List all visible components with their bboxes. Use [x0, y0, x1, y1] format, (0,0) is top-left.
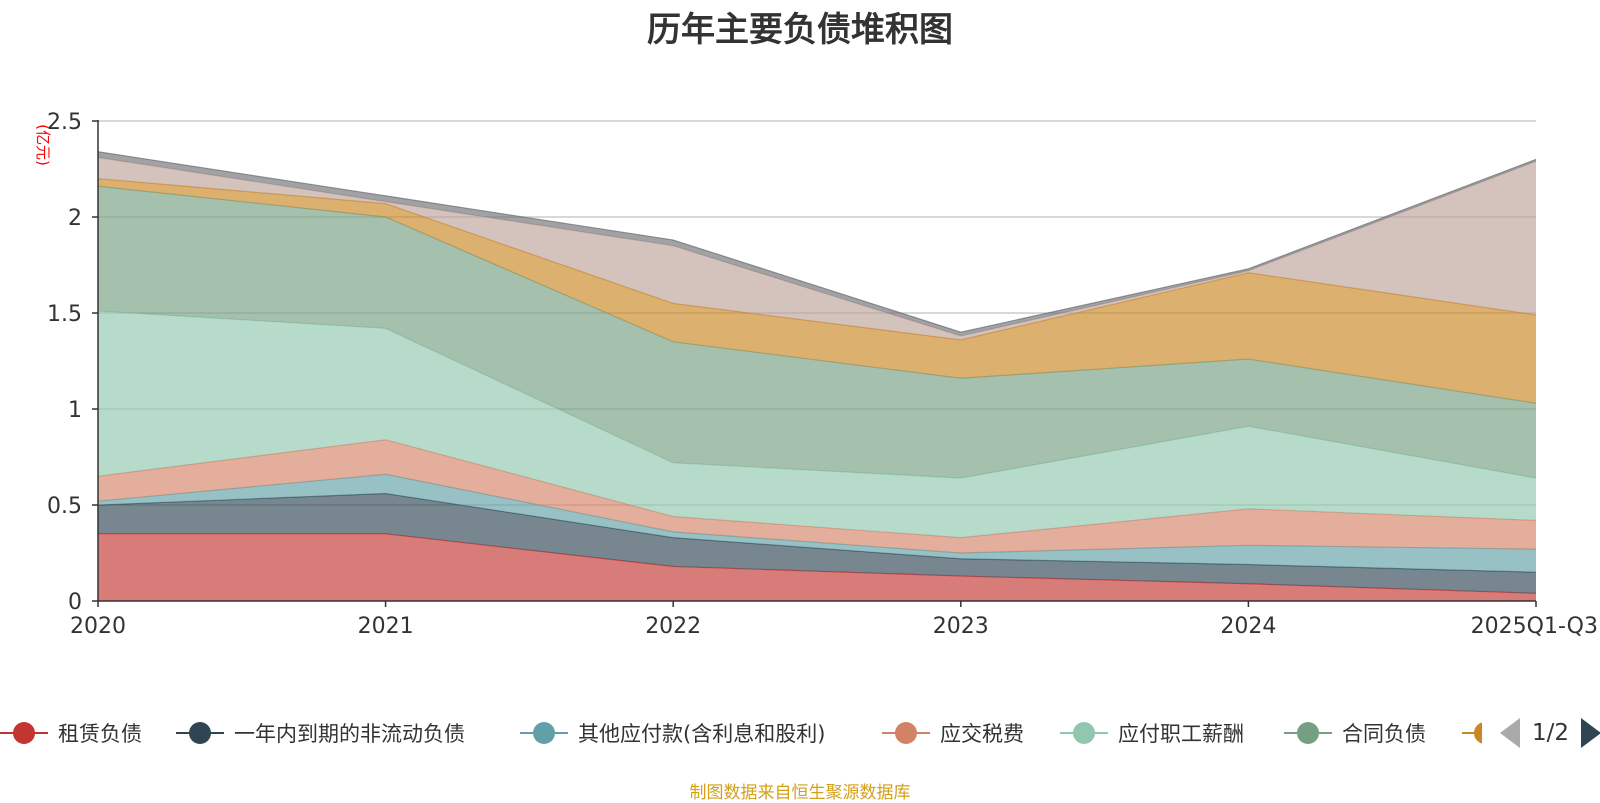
x-tick-label: 2023: [933, 614, 989, 639]
legend-item-1[interactable]: 租赁负债: [0, 715, 142, 751]
area-series-6-edge: [97, 185, 1537, 404]
legend-marker-icon: [520, 715, 568, 751]
legend-item-label: 合同负债: [1342, 722, 1426, 746]
x-tick-label: 2021: [358, 614, 414, 639]
legend-marker-icon: [0, 715, 48, 751]
legend-item-label: 应交税费: [940, 722, 1024, 746]
x-tick-label: 2024: [1220, 614, 1276, 639]
area-series-2[interactable]: [98, 493, 1536, 594]
area-series-6[interactable]: [98, 186, 1536, 479]
area-layer: [97, 151, 1537, 601]
x-tick-label: 2025Q1-Q3: [1471, 614, 1598, 639]
legend-marker-icon: [176, 715, 224, 751]
legend-pager: 1/2: [1500, 715, 1600, 751]
legend-page-indicator: 1/2: [1532, 720, 1570, 746]
y-tick-label: 1: [68, 398, 82, 423]
legend-item-label: 一年内到期的非流动负债: [234, 722, 465, 746]
legend-marker-icon: [1284, 715, 1332, 751]
legend-item-3[interactable]: 其他应付款(含利息和股利): [520, 715, 825, 751]
area-series-8-edge: [97, 156, 1537, 337]
y-tick-label: 1.5: [47, 302, 82, 327]
area-series-9-edge: [97, 151, 1537, 333]
axis-layer: 0 0.5 1 1.5 2 2.5 2020 2021 2022 2023 2024 2025Q1-Q…: [47, 110, 1598, 639]
chart-title: 历年主要负债堆积图: [647, 10, 953, 50]
legend-item-6[interactable]: 合同负债: [1284, 715, 1426, 751]
data-source-note: 制图数据来自恒生聚源数据库: [689, 783, 911, 803]
legend-item-5[interactable]: 应付职工薪酬: [1060, 715, 1244, 751]
area-series-7[interactable]: [98, 178, 1536, 404]
x-tick-label: 2022: [645, 614, 701, 639]
legend-item-label: 租赁负债: [58, 722, 142, 746]
area-series-8[interactable]: [98, 157, 1536, 340]
legend-item-label: 其他应付款(含利息和股利): [578, 722, 826, 746]
legend: 租赁负债 一年内到期的非流动负债 其他应付款(含利息和股利) 应交税费 应付职工薪酬 合同…: [0, 715, 1600, 755]
legend-next-page-button[interactable]: [1581, 718, 1600, 748]
area-series-4[interactable]: [98, 439, 1536, 553]
y-axis-unit-label: (亿元): [34, 124, 52, 166]
area-series-5[interactable]: [98, 311, 1536, 538]
legend-marker-icon: [1060, 715, 1108, 751]
legend-marker-icon: [882, 715, 930, 751]
legend-prev-page-button[interactable]: [1500, 718, 1520, 748]
legend-item-4[interactable]: 应交税费: [882, 715, 1024, 751]
legend-item-label: 应付职工薪酬: [1118, 722, 1244, 746]
legend-item-2[interactable]: 一年内到期的非流动负债: [176, 715, 465, 751]
x-tick-label: 2020: [70, 614, 126, 639]
y-tick-label: 0: [68, 590, 82, 615]
y-tick-label: 0.5: [47, 494, 82, 519]
y-tick-label: 2: [68, 206, 82, 231]
y-tick-label: 2.5: [47, 110, 82, 135]
area-series-1[interactable]: [98, 533, 1536, 601]
legend-item-partial: [1462, 715, 1482, 751]
chart-area: 0 0.5 1 1.5 2 2.5 2020 2021 2022 2023 2024 2025Q1-Q…: [34, 110, 1598, 639]
